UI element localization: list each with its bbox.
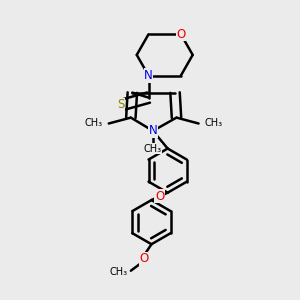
Text: CH₃: CH₃ [144,143,162,154]
Text: O: O [155,190,164,203]
Text: CH₃: CH₃ [85,118,103,128]
Text: O: O [176,28,185,41]
Text: O: O [140,252,149,266]
Text: N: N [148,124,157,137]
Text: S: S [117,98,124,111]
Text: CH₃: CH₃ [205,118,223,128]
Text: CH₃: CH₃ [110,267,128,277]
Text: N: N [144,69,153,82]
